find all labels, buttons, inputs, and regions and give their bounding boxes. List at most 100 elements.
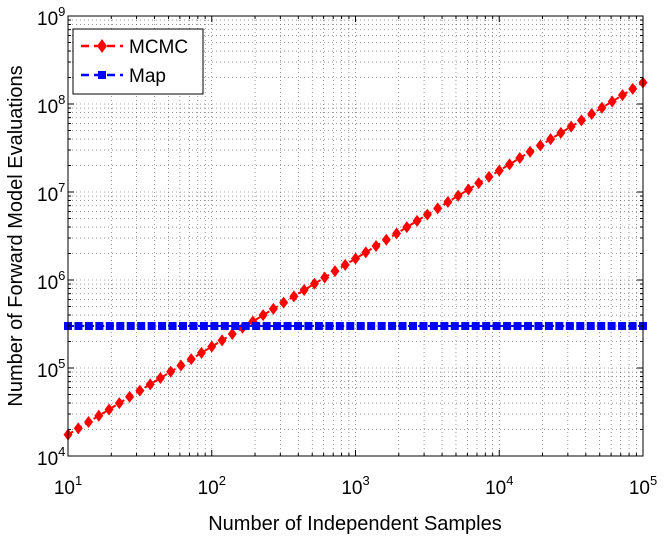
data-point-map xyxy=(607,322,616,331)
data-point-mcmc xyxy=(371,240,381,253)
data-point-map xyxy=(377,322,386,331)
x-tick-label: 104 xyxy=(485,473,513,499)
data-point-mcmc xyxy=(453,189,463,202)
legend-marker-mcmc xyxy=(97,39,107,53)
data-point-map xyxy=(388,322,397,331)
data-point-map xyxy=(84,322,93,331)
data-point-mcmc xyxy=(145,378,155,391)
data-point-map xyxy=(461,322,470,331)
data-point-mcmc xyxy=(207,340,217,353)
data-point-map xyxy=(628,322,637,331)
data-point-map xyxy=(356,322,365,331)
y-axis-label: Number of Forward Model Evaluations xyxy=(5,65,27,406)
data-point-map xyxy=(231,322,240,331)
data-point-map xyxy=(210,322,219,331)
data-point-mcmc xyxy=(155,372,165,385)
data-point-mcmc xyxy=(361,246,371,259)
data-point-map xyxy=(492,322,501,331)
data-point-mcmc xyxy=(135,384,145,397)
data-point-mcmc xyxy=(474,177,484,190)
data-point-map xyxy=(450,322,459,331)
data-point-mcmc xyxy=(617,89,627,102)
data-point-map xyxy=(116,322,125,331)
data-point-mcmc xyxy=(268,302,278,315)
data-point-mcmc xyxy=(607,95,617,108)
data-point-map xyxy=(346,322,355,331)
data-point-map xyxy=(555,322,564,331)
data-point-mcmc xyxy=(535,139,545,152)
legend-marker-map xyxy=(98,71,106,79)
data-point-map xyxy=(294,322,302,331)
data-point-map xyxy=(544,322,553,331)
x-tick-label: 105 xyxy=(629,473,657,499)
data-point-map xyxy=(419,322,428,331)
data-point-mcmc xyxy=(525,145,535,158)
data-point-mcmc xyxy=(576,114,586,127)
data-point-map xyxy=(409,322,417,331)
data-point-map xyxy=(325,322,334,331)
data-point-mcmc xyxy=(340,258,350,271)
data-point-mcmc xyxy=(566,120,576,133)
data-point-map xyxy=(304,322,313,331)
data-point-mcmc xyxy=(320,271,330,284)
data-point-mcmc xyxy=(546,133,556,146)
data-point-mcmc xyxy=(248,315,258,328)
data-point-map xyxy=(524,322,532,331)
data-point-map xyxy=(398,322,407,331)
data-point-map xyxy=(199,322,208,331)
legend-label-map: Map xyxy=(129,66,166,87)
data-point-mcmc xyxy=(279,296,289,309)
data-point-mcmc xyxy=(381,233,391,246)
data-point-mcmc xyxy=(412,214,422,227)
data-point-mcmc xyxy=(597,101,607,114)
data-point-mcmc xyxy=(587,108,597,121)
data-point-mcmc xyxy=(422,208,432,221)
series-line-mcmc xyxy=(67,81,644,436)
data-point-map xyxy=(471,322,480,331)
data-point-mcmc xyxy=(515,152,525,165)
data-point-map xyxy=(147,322,156,331)
data-point-mcmc xyxy=(186,353,196,366)
data-point-map xyxy=(429,322,438,331)
legend-item-mcmc: MCMC xyxy=(81,37,188,58)
data-point-map xyxy=(126,322,135,331)
data-point-mcmc xyxy=(299,284,309,297)
data-point-mcmc xyxy=(309,277,319,290)
data-point-mcmc xyxy=(494,164,504,177)
data-point-map xyxy=(74,322,83,331)
data-point-map xyxy=(513,322,522,331)
grid xyxy=(68,16,643,456)
data-point-map xyxy=(273,322,282,331)
legend-item-map: Map xyxy=(81,66,166,87)
y-tick-label: 104 xyxy=(37,444,65,470)
data-point-mcmc xyxy=(484,170,494,183)
y-tick-label: 108 xyxy=(37,92,65,118)
y-tick-label: 107 xyxy=(37,180,65,206)
data-point-mcmc xyxy=(94,409,104,422)
data-point-mcmc xyxy=(217,334,227,347)
data-point-mcmc xyxy=(227,328,237,341)
y-tick-label: 105 xyxy=(37,356,65,382)
data-point-map xyxy=(252,322,261,331)
data-point-map xyxy=(241,322,250,331)
data-point-mcmc xyxy=(166,365,176,378)
data-point-mcmc xyxy=(330,265,340,278)
data-point-map xyxy=(105,322,114,331)
data-point-mcmc xyxy=(84,416,94,429)
data-point-mcmc xyxy=(258,309,268,322)
data-point-map xyxy=(440,322,449,331)
data-point-mcmc xyxy=(114,397,124,410)
x-tick-label: 102 xyxy=(198,473,226,499)
data-point-mcmc xyxy=(556,126,566,139)
series-layer xyxy=(63,76,648,441)
data-point-mcmc xyxy=(463,183,473,196)
y-tick-label: 109 xyxy=(37,4,65,30)
data-point-mcmc xyxy=(176,359,186,372)
legend-label-mcmc: MCMC xyxy=(129,37,188,58)
data-point-map xyxy=(314,322,323,331)
data-point-mcmc xyxy=(73,422,83,435)
data-point-mcmc xyxy=(104,403,114,416)
data-point-map xyxy=(335,322,344,331)
data-point-mcmc xyxy=(392,227,402,240)
